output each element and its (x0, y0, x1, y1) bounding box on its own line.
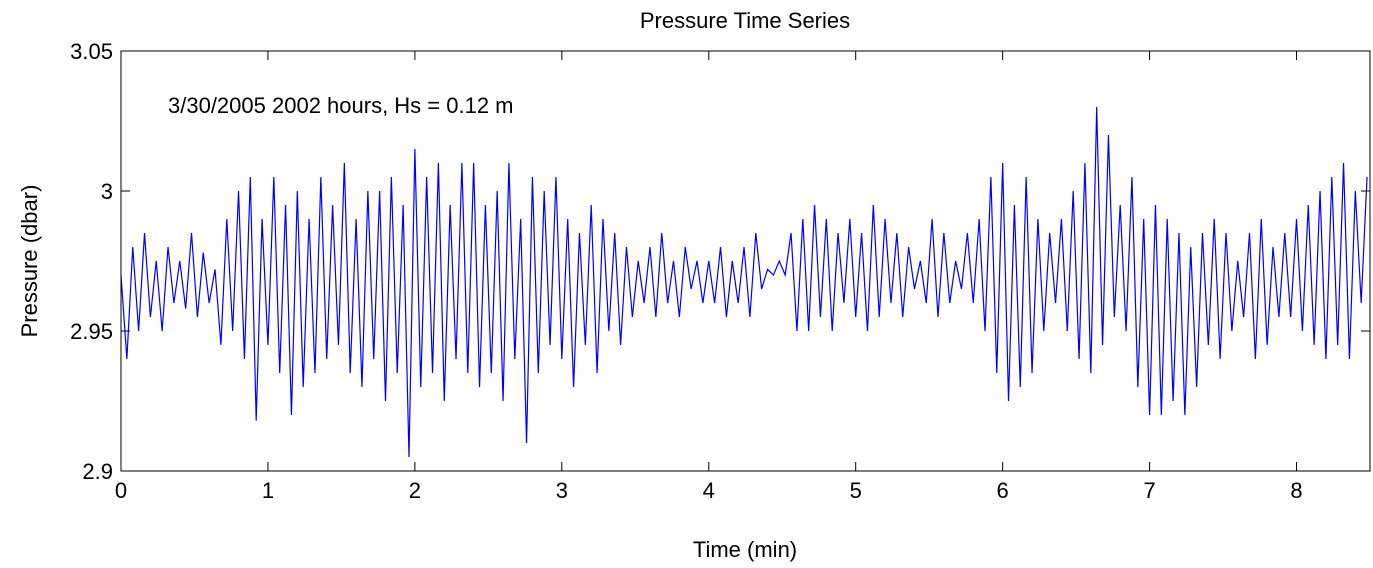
x-tick-label: 3 (556, 478, 568, 503)
y-tick-label: 3.05 (70, 39, 113, 64)
y-tick-label: 3 (101, 179, 113, 204)
x-tick-label: 1 (262, 478, 274, 503)
y-tick-label: 2.95 (70, 319, 113, 344)
x-tick-label: 2 (409, 478, 421, 503)
y-tick-label: 2.9 (82, 459, 113, 484)
plot-frame (120, 50, 1371, 472)
annotation: 3/30/2005 2002 hours, Hs = 0.12 m (168, 93, 514, 118)
x-tick-label: 0 (115, 478, 127, 503)
y-axis-label: Pressure (dbar) (17, 185, 42, 338)
x-axis-label: Time (min) (693, 537, 797, 562)
x-tick-label: 6 (997, 478, 1009, 503)
x-tick-label: 4 (703, 478, 715, 503)
x-tick-label: 8 (1290, 478, 1302, 503)
x-tick-label: 5 (850, 478, 862, 503)
data-line (120, 106, 1368, 458)
chart-title: Pressure Time Series (640, 8, 850, 33)
x-tick-label: 7 (1143, 478, 1155, 503)
